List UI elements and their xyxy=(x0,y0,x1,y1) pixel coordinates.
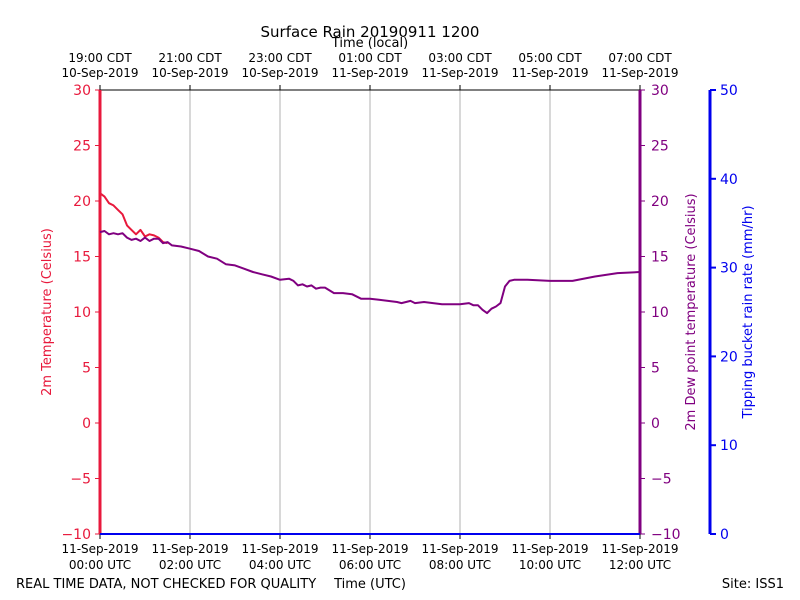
x-tick-label-time: 08:00 UTC xyxy=(429,558,491,572)
y-tick-label-left: −5 xyxy=(70,472,91,488)
y-tick-label-left: 5 xyxy=(82,361,91,377)
quality-disclaimer: REAL TIME DATA, NOT CHECKED FOR QUALITY xyxy=(16,577,316,592)
top-tick-label-time: 19:00 CDT xyxy=(68,51,132,65)
y-tick-label-left: 15 xyxy=(73,250,91,266)
top-tick-label-time: 03:00 CDT xyxy=(428,51,492,65)
rain-tick-label: 10 xyxy=(720,438,738,454)
x-tick-label-time: 10:00 UTC xyxy=(519,558,581,572)
dewpoint-line xyxy=(99,230,641,315)
y-axis-label-left: 2m Temperature (Celsius) xyxy=(40,228,55,396)
top-tick-label-time: 21:00 CDT xyxy=(158,51,222,65)
x-tick-label-time: 02:00 UTC xyxy=(159,558,221,572)
rain-tick-label: 30 xyxy=(720,261,738,277)
y-tick-label-right: 30 xyxy=(651,83,669,99)
y-tick-label-right: −10 xyxy=(651,527,681,543)
top-tick-label-date: 10-Sep-2019 xyxy=(61,66,138,80)
x-tick-label-time: 00:00 UTC xyxy=(69,558,131,572)
rain-tick-label: 20 xyxy=(720,349,738,365)
top-tick-label-time: 01:00 CDT xyxy=(338,51,402,65)
x-axis-label: Time (UTC) xyxy=(333,577,406,592)
top-tick-label-date: 10-Sep-2019 xyxy=(241,66,318,80)
x-tick-label-date: 11-Sep-2019 xyxy=(151,542,228,556)
x-tick-label-date: 11-Sep-2019 xyxy=(241,542,318,556)
site-label: Site: ISS1 xyxy=(722,577,784,592)
y-tick-label-right: 25 xyxy=(651,139,669,155)
x-tick-label-time: 04:00 UTC xyxy=(249,558,311,572)
top-tick-label-date: 10-Sep-2019 xyxy=(151,66,228,80)
x-tick-label-date: 11-Sep-2019 xyxy=(511,542,588,556)
y-tick-label-left: 20 xyxy=(73,194,91,210)
x-tick-label-date: 11-Sep-2019 xyxy=(331,542,408,556)
top-tick-label-date: 11-Sep-2019 xyxy=(511,66,588,80)
y-tick-label-left: 30 xyxy=(73,83,91,99)
rain-tick-label: 0 xyxy=(720,527,729,543)
y-tick-label-right: 10 xyxy=(651,305,669,321)
x-tick-label-time: 06:00 UTC xyxy=(339,558,401,572)
y-axis-label-right: 2m Dew point temperature (Celsius) xyxy=(684,193,699,430)
top-tick-label-date: 11-Sep-2019 xyxy=(331,66,408,80)
chart-title: Surface Rain 20190911 1200 xyxy=(261,23,480,41)
y-tick-label-left: 0 xyxy=(82,416,91,432)
top-tick-label-date: 11-Sep-2019 xyxy=(601,66,678,80)
x-tick-label-date: 11-Sep-2019 xyxy=(61,542,138,556)
rain-tick-label: 50 xyxy=(720,83,738,99)
x-tick-label-time: 12:00 UTC xyxy=(609,558,671,572)
rain-axis-label: Tipping bucket rain rate (mm/hr) xyxy=(741,205,756,419)
top-tick-label-time: 07:00 CDT xyxy=(608,51,672,65)
y-tick-label-left: −10 xyxy=(61,527,91,543)
top-axis-label: Time (local) xyxy=(331,36,408,51)
y-tick-label-right: 20 xyxy=(651,194,669,210)
rain-tick-label: 40 xyxy=(720,172,738,188)
y-tick-label-right: 5 xyxy=(651,361,660,377)
x-tick-label-date: 11-Sep-2019 xyxy=(421,542,498,556)
top-tick-label-time: 05:00 CDT xyxy=(518,51,582,65)
y-tick-label-right: 0 xyxy=(651,416,660,432)
y-tick-label-right: −5 xyxy=(651,472,672,488)
y-tick-label-left: 10 xyxy=(73,305,91,321)
y-tick-label-right: 15 xyxy=(651,250,669,266)
top-tick-label-time: 23:00 CDT xyxy=(248,51,312,65)
y-tick-label-left: 25 xyxy=(73,139,91,155)
top-tick-label-date: 11-Sep-2019 xyxy=(421,66,498,80)
x-tick-label-date: 11-Sep-2019 xyxy=(601,542,678,556)
temperature-line xyxy=(99,192,168,245)
